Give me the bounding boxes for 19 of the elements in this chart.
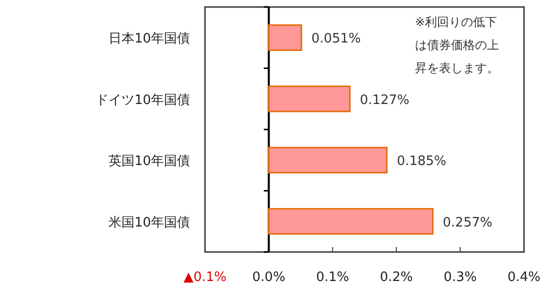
x-tick-label: ▲0.1% — [183, 270, 227, 285]
data-label: 0.257% — [442, 215, 492, 230]
y-tick-label: 英国10年国債 — [108, 154, 190, 170]
x-tick-label: 0.1% — [316, 270, 350, 285]
annotation: ※利回りの低下は債券価格の上昇を表します。 — [415, 15, 499, 75]
data-label: 0.185% — [396, 154, 446, 170]
bar — [268, 146, 388, 174]
x-tick-label: 0.4% — [507, 270, 541, 285]
y-tick-label: 米国10年国債 — [108, 215, 190, 230]
bar — [268, 24, 302, 51]
bar — [268, 208, 434, 235]
x-tick-label: 0.2% — [380, 270, 413, 285]
data-label: 0.127% — [360, 92, 410, 108]
bar — [268, 86, 351, 112]
x-tick-label: 0.3% — [444, 270, 477, 285]
data-label: 0.051% — [311, 32, 361, 47]
y-tick-label: ドイツ10年国債 — [95, 92, 190, 108]
x-tick-label: 0.0% — [252, 270, 286, 285]
y-tick-label: 日本10年国債 — [108, 32, 190, 47]
